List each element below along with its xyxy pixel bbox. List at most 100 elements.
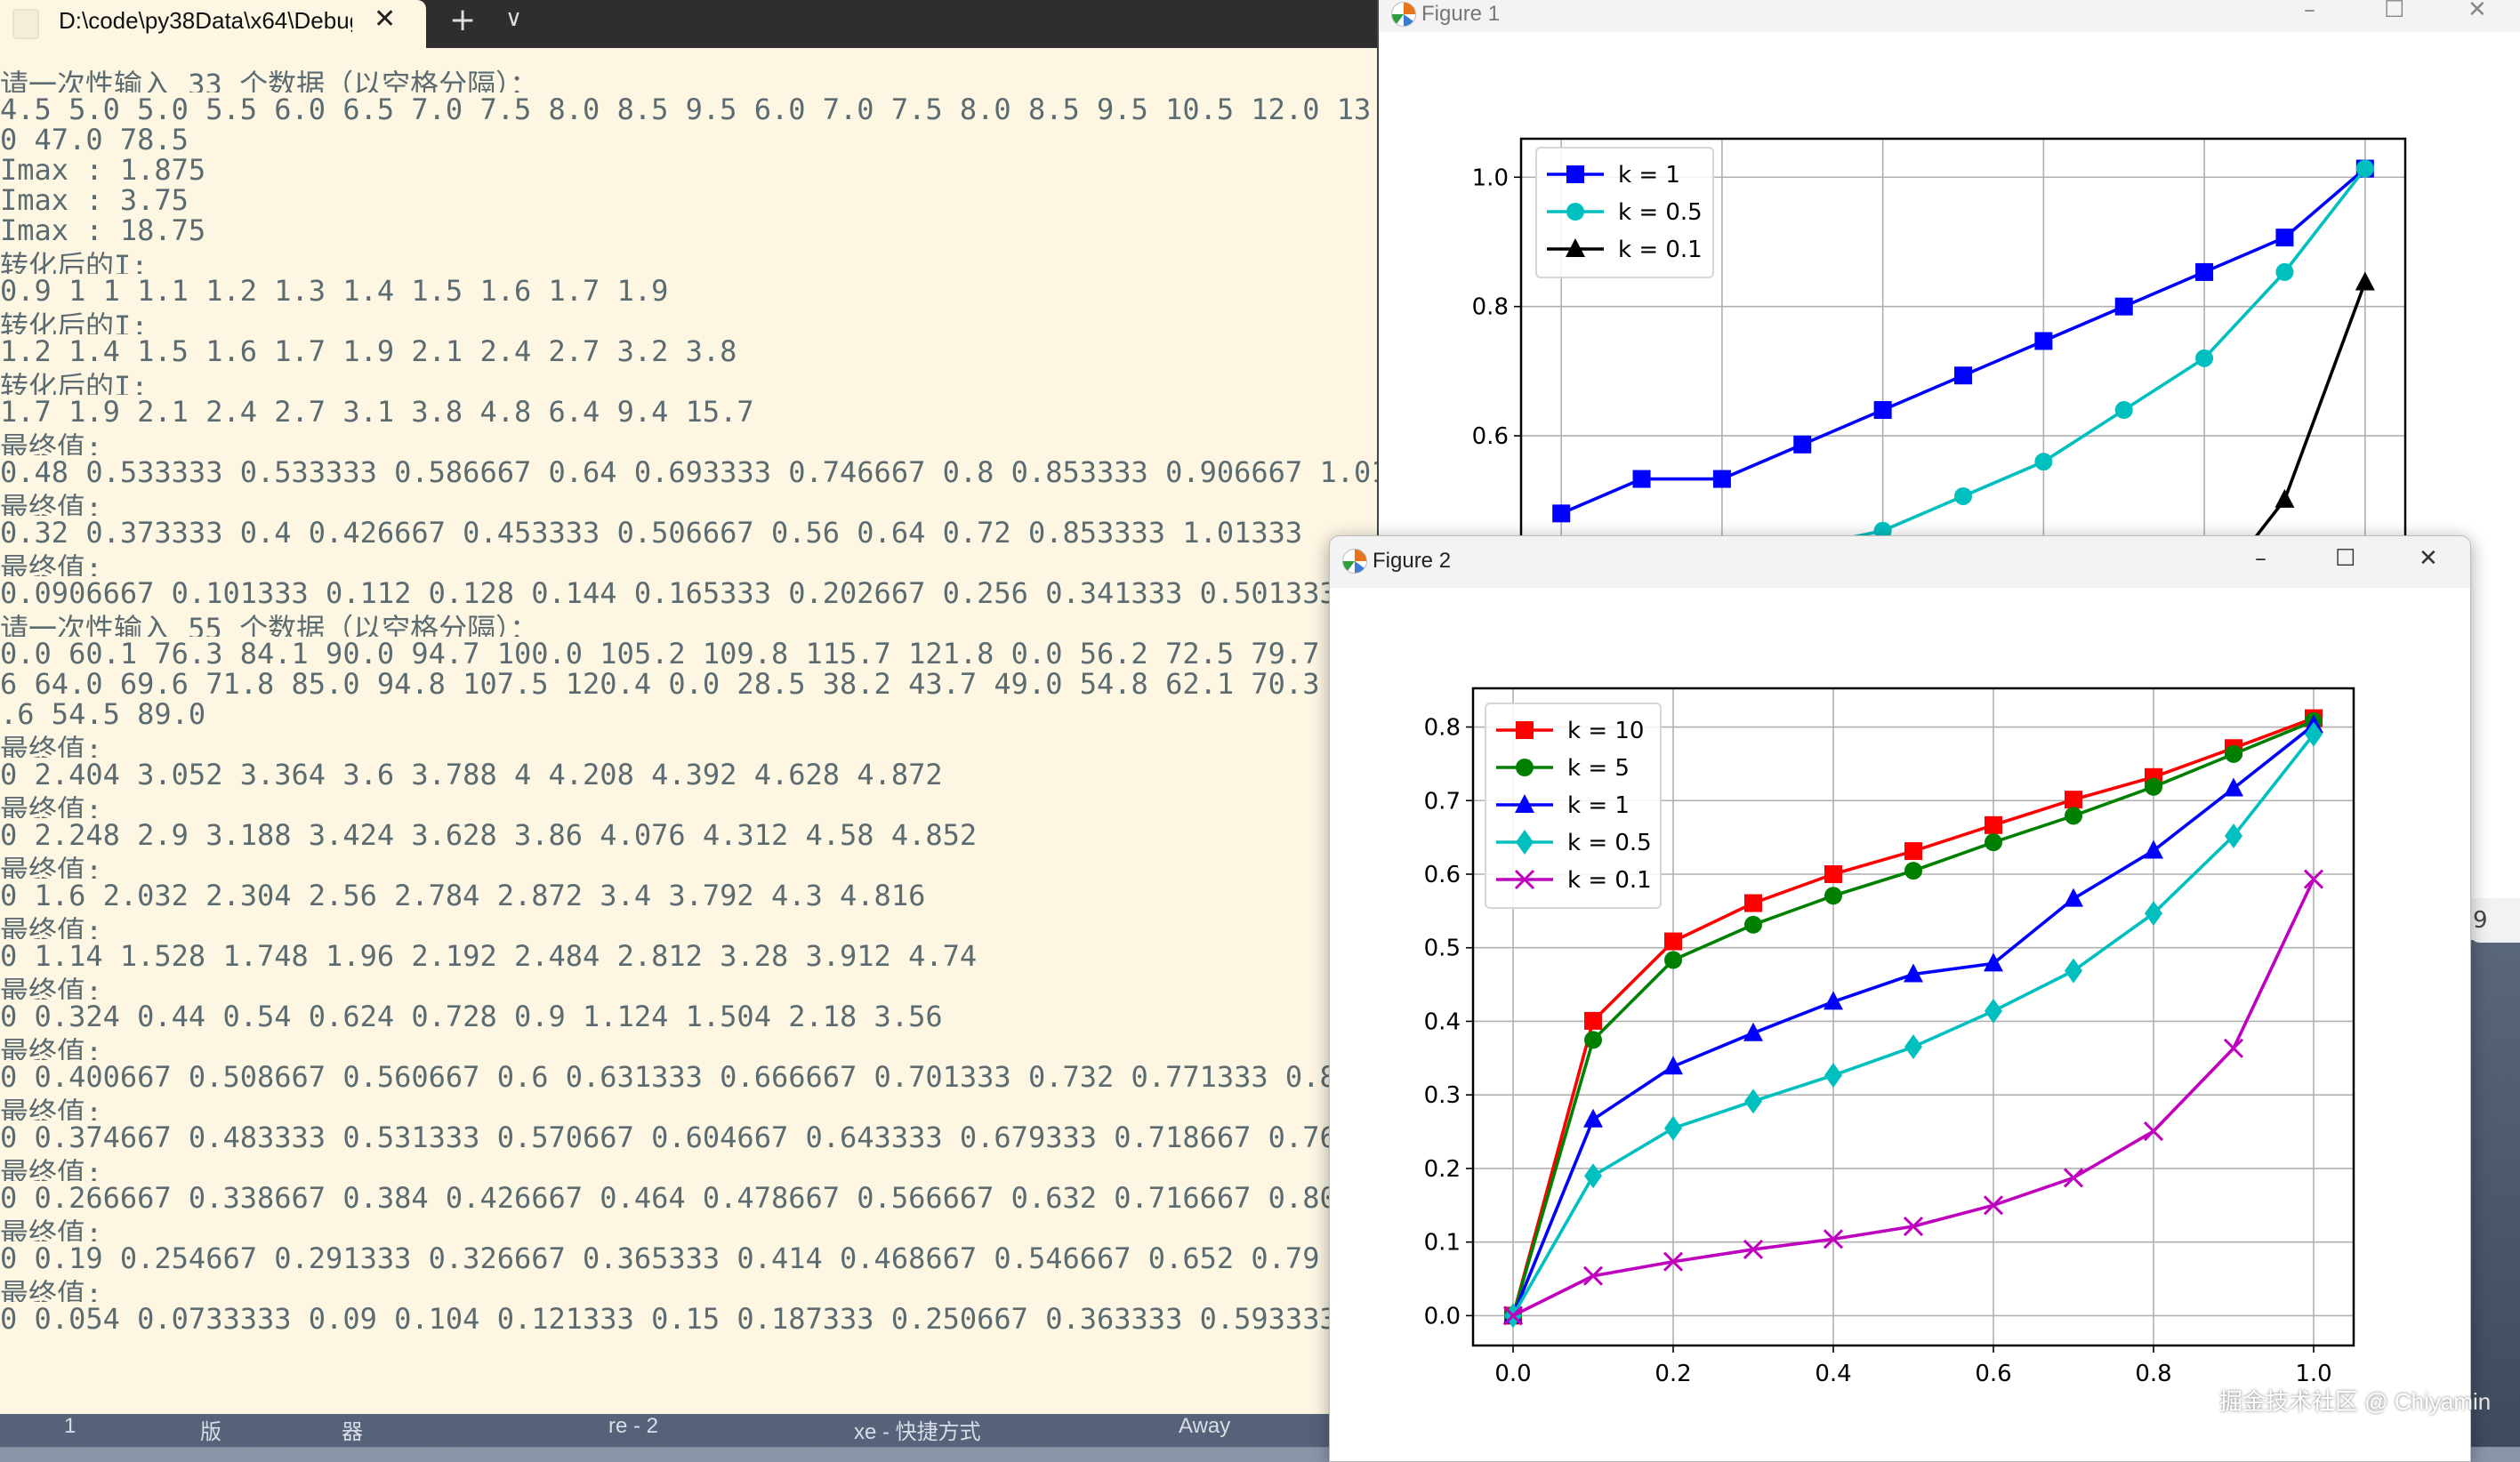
minimize-button[interactable]: – [2255,545,2266,572]
terminal-window: D:\code\py38Data\x64\Debug ✕ + ∨ 请一次性输入 … [0,0,1377,1414]
data-point [1743,1022,1763,1041]
taskbar-item[interactable]: Away [1179,1414,1231,1438]
maximize-button[interactable]: ☐ [2384,0,2405,23]
data-point [2355,159,2374,178]
taskbar-item[interactable]: re - 2 [608,1414,659,1438]
taskbar-item[interactable]: 版 [200,1420,221,1444]
terminal-line: 最终值: [0,1096,103,1121]
data-point [1985,998,2002,1024]
data-point [1904,963,1923,983]
data-point [1824,1063,1842,1088]
legend-label: k = 0.1 [1567,867,1652,894]
data-point [2195,349,2214,367]
data-point [1663,1056,1683,1075]
chevron-down-icon[interactable]: ∨ [505,5,523,32]
terminal-line: 最终值: [0,733,103,758]
maximize-button[interactable]: ☐ [2335,545,2356,572]
figure-2-window: Figure 2 – ☐ ✕ 0.0 0.2 0.4 0.6 0.8 1.0 0.0 0.1 0… [1329,535,2471,1462]
data-point [1904,842,1922,861]
y-tick-label: 0.6 [1424,862,1461,888]
y-tick-label: 0.6 [1472,423,1509,450]
tab-title: D:\code\py38Data\x64\Debug [59,7,352,34]
terminal-line: 4.5 5.0 5.0 5.5 6.0 6.5 7.0 7.5 8.0 8.5 … [0,92,1377,123]
y-tick-label: 0.2 [1424,1156,1461,1183]
terminal-line: 转化后的I: [0,370,149,395]
legend: k = 10 k = 5 k = 1 k = 0.5 k = 0.1 [1485,703,1662,909]
data-point [1904,1034,1922,1060]
data-point [1663,1251,1684,1272]
data-point [2195,262,2214,281]
data-point [2145,901,2162,927]
data-point [1712,470,1731,488]
terminal-line: Imax : 1.875 [0,153,206,183]
taskbar-item[interactable]: xe - 快捷方式 [854,1420,981,1444]
terminal-line: 0 1.6 2.032 2.304 2.56 2.784 2.872 3.4 3… [0,879,926,909]
x-tick-label: 0.4 [1815,1361,1851,1387]
terminal-line: 最终值: [0,430,103,455]
terminal-line: 最终值: [0,975,103,1000]
data-point [2064,888,2083,907]
matplotlib-icon [1342,549,1367,574]
terminal-line: 1.7 1.9 2.1 2.4 2.7 3.1 3.8 4.8 6.4 9.4 … [0,395,754,425]
data-point [1793,435,1812,454]
terminal-line: 0 2.248 2.9 3.188 3.424 3.628 3.86 4.076… [0,818,978,848]
data-point [1985,815,2002,834]
data-point [1664,1115,1682,1141]
terminal-icon [12,9,39,39]
data-point [1954,366,1972,385]
terminal-line: 最终值: [0,1156,103,1181]
y-tick-label: 0.4 [1424,1008,1461,1035]
terminal-line: 最终值: [0,1217,103,1241]
close-tab-icon[interactable]: ✕ [374,4,397,35]
data-point [2065,807,2082,825]
data-point [2223,1038,2244,1058]
legend-label: k = 0.5 [1618,199,1703,226]
legend-marker [1516,759,1534,776]
terminal-tab[interactable]: D:\code\py38Data\x64\Debug ✕ [0,0,426,48]
title-bar[interactable]: Figure 2 – ☐ ✕ [1330,536,2470,588]
y-tick-label: 0.3 [1424,1082,1461,1109]
x-tick-label: 0.8 [2135,1361,2171,1387]
terminal-line: 0 0.054 0.0733333 0.09 0.104 0.121333 0.… [0,1302,1337,1332]
terminal-line: 1.2 1.4 1.5 1.6 1.7 1.9 2.1 2.4 2.7 3.2 … [0,334,737,365]
data-point [1824,991,1843,1010]
new-tab-button[interactable]: + [449,2,477,38]
taskbar-item[interactable]: 1 [64,1414,76,1438]
legend: k = 1 k = 0.5 k = 0.1 [1535,147,1714,278]
series-k1 [1503,714,2323,1324]
data-point [2275,262,2294,281]
taskbar-item[interactable]: 器 [342,1420,363,1444]
axes-frame [1471,687,2355,1347]
data-point [2065,791,2082,809]
series-group [1502,709,2324,1329]
title-bar[interactable]: Figure 1 – ☐ ✕ [1379,0,2520,32]
data-point [1744,894,1762,912]
y-tick-label: 0.8 [1472,294,1509,321]
x-tick-label: 0.0 [1494,1361,1531,1387]
terminal-line: 请一次性输入 33 个数据（以空格分隔）： [0,68,539,92]
terminal-line: 0.0906667 0.101333 0.112 0.128 0.144 0.1… [0,576,1377,606]
close-button[interactable]: ✕ [2419,545,2438,572]
data-point [2034,332,2053,350]
minimize-button[interactable]: – [2304,0,2315,23]
legend-marker [1515,794,1534,813]
data-point [1584,1163,1602,1189]
data-point [1903,1216,1924,1237]
data-point [1954,486,1972,505]
terminal-line: 0 47.0 78.5 [0,123,189,153]
data-point [2143,1121,2164,1142]
data-point [2275,229,2294,247]
legend-label: k = 0.5 [1567,830,1652,856]
y-tick-label: 0.8 [1424,715,1461,742]
terminal-output[interactable]: 请一次性输入 33 个数据（以空格分隔）： 4.5 5.0 5.0 5.5 6.0… [0,62,1377,1332]
figure-2-chart[interactable]: 0.0 0.2 0.4 0.6 0.8 1.0 0.0 0.1 0.2 0.3 0.4 0.5 0.6 0… [1330,536,2470,1461]
y-tick-label: 0.5 [1424,936,1461,962]
data-point [1873,521,1892,540]
terminal-line: 最终值: [0,914,103,939]
legend-label: k = 1 [1618,162,1680,189]
terminal-line: 0.48 0.533333 0.533333 0.586667 0.64 0.6… [0,455,1377,486]
close-button[interactable]: ✕ [2468,0,2487,23]
data-point [2145,777,2162,796]
tab-bar: D:\code\py38Data\x64\Debug ✕ + ∨ [0,0,1377,48]
x-tick-label: 0.2 [1655,1361,1691,1387]
